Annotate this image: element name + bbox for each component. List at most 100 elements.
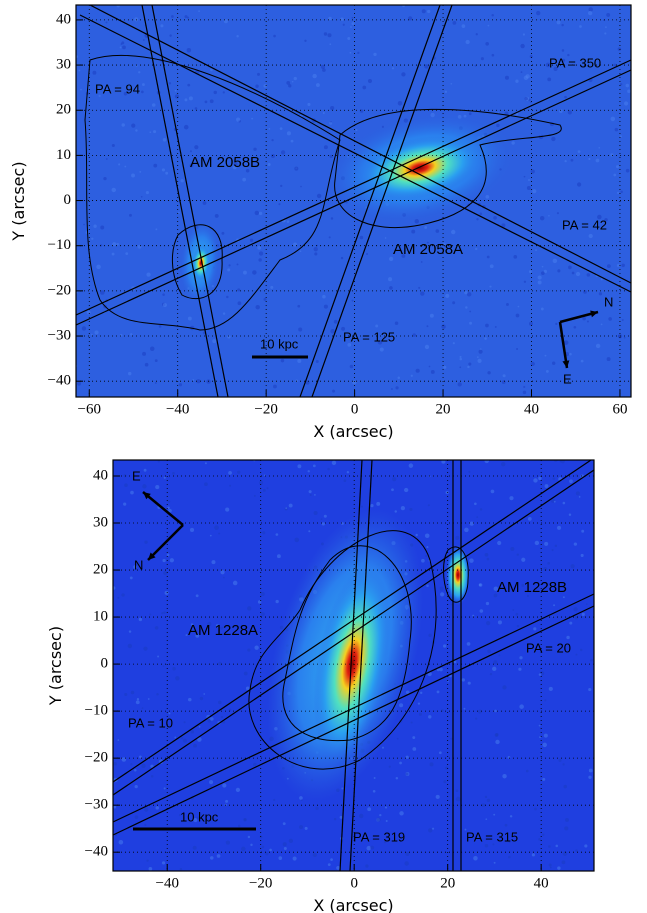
noise <box>149 867 153 871</box>
noise <box>214 91 217 94</box>
noise <box>223 577 225 579</box>
noise <box>578 150 581 153</box>
noise <box>314 494 316 496</box>
noise <box>529 270 532 273</box>
noise <box>577 182 581 186</box>
noise <box>601 324 603 326</box>
noise <box>464 291 467 294</box>
noise <box>478 709 482 713</box>
noise <box>392 67 394 69</box>
noise <box>497 541 501 545</box>
noise <box>91 334 93 336</box>
noise <box>155 626 159 630</box>
noise <box>485 844 488 847</box>
noise <box>428 715 431 718</box>
noise <box>352 22 355 25</box>
noise <box>452 301 455 304</box>
noise <box>547 562 550 565</box>
noise <box>294 538 299 543</box>
noise <box>168 712 170 714</box>
noise <box>146 273 150 277</box>
noise <box>467 366 469 368</box>
noise <box>538 838 541 841</box>
noise <box>421 559 425 563</box>
noise <box>441 325 445 329</box>
noise <box>227 335 230 338</box>
noise <box>498 620 502 624</box>
noise <box>124 483 128 487</box>
noise <box>494 710 497 713</box>
noise <box>451 230 455 234</box>
noise <box>477 356 479 358</box>
noise <box>312 74 316 78</box>
noise <box>569 479 573 483</box>
noise <box>286 81 290 85</box>
y-tick-label: 30 <box>93 514 108 530</box>
noise <box>331 217 333 219</box>
noise <box>137 698 139 700</box>
noise <box>316 83 320 87</box>
noise <box>428 504 430 506</box>
noise <box>228 471 232 475</box>
noise <box>584 844 587 847</box>
noise <box>187 84 190 87</box>
noise <box>237 471 240 474</box>
noise <box>459 366 461 368</box>
noise <box>261 592 265 596</box>
noise <box>221 716 223 718</box>
noise <box>189 96 193 100</box>
noise <box>163 138 167 142</box>
noise <box>615 128 619 132</box>
noise <box>171 15 174 18</box>
noise <box>330 106 334 110</box>
noise <box>120 47 122 49</box>
noise <box>622 319 624 321</box>
noise <box>552 549 554 551</box>
noise <box>568 266 572 270</box>
noise <box>144 807 148 811</box>
noise <box>382 747 384 749</box>
noise <box>386 820 388 822</box>
x-tick-label: 60 <box>612 401 627 417</box>
noise <box>313 853 317 857</box>
noise <box>627 89 630 92</box>
noise <box>617 192 619 194</box>
noise <box>569 622 572 625</box>
annotation: PA = 315 <box>466 829 518 844</box>
noise <box>544 734 548 738</box>
noise <box>117 739 119 741</box>
noise <box>582 317 586 321</box>
x-axis-label: X (arcsec) <box>313 896 393 913</box>
noise <box>122 45 126 49</box>
noise <box>555 545 557 547</box>
noise <box>134 769 137 772</box>
noise <box>494 862 496 864</box>
noise <box>443 780 446 783</box>
figure: −60−40−200204060−40−30−20−10010203040X (… <box>0 0 647 913</box>
noise <box>156 806 160 810</box>
noise <box>79 70 81 72</box>
noise <box>149 131 151 133</box>
noise <box>165 172 168 175</box>
noise <box>540 216 544 220</box>
noise <box>380 347 384 351</box>
noise <box>487 558 490 561</box>
noise <box>259 251 263 255</box>
noise <box>465 306 467 308</box>
noise <box>187 48 192 53</box>
noise <box>293 856 297 860</box>
noise <box>236 35 238 37</box>
noise <box>534 808 537 811</box>
x-tick-label: 40 <box>534 875 549 891</box>
noise <box>489 286 491 288</box>
noise <box>365 864 368 867</box>
noise <box>322 522 325 525</box>
noise <box>149 613 151 615</box>
noise <box>130 333 132 335</box>
noise <box>131 174 135 178</box>
noise <box>506 303 509 306</box>
noise <box>254 495 256 497</box>
noise <box>165 591 169 595</box>
noise <box>608 317 612 321</box>
noise <box>160 24 163 27</box>
